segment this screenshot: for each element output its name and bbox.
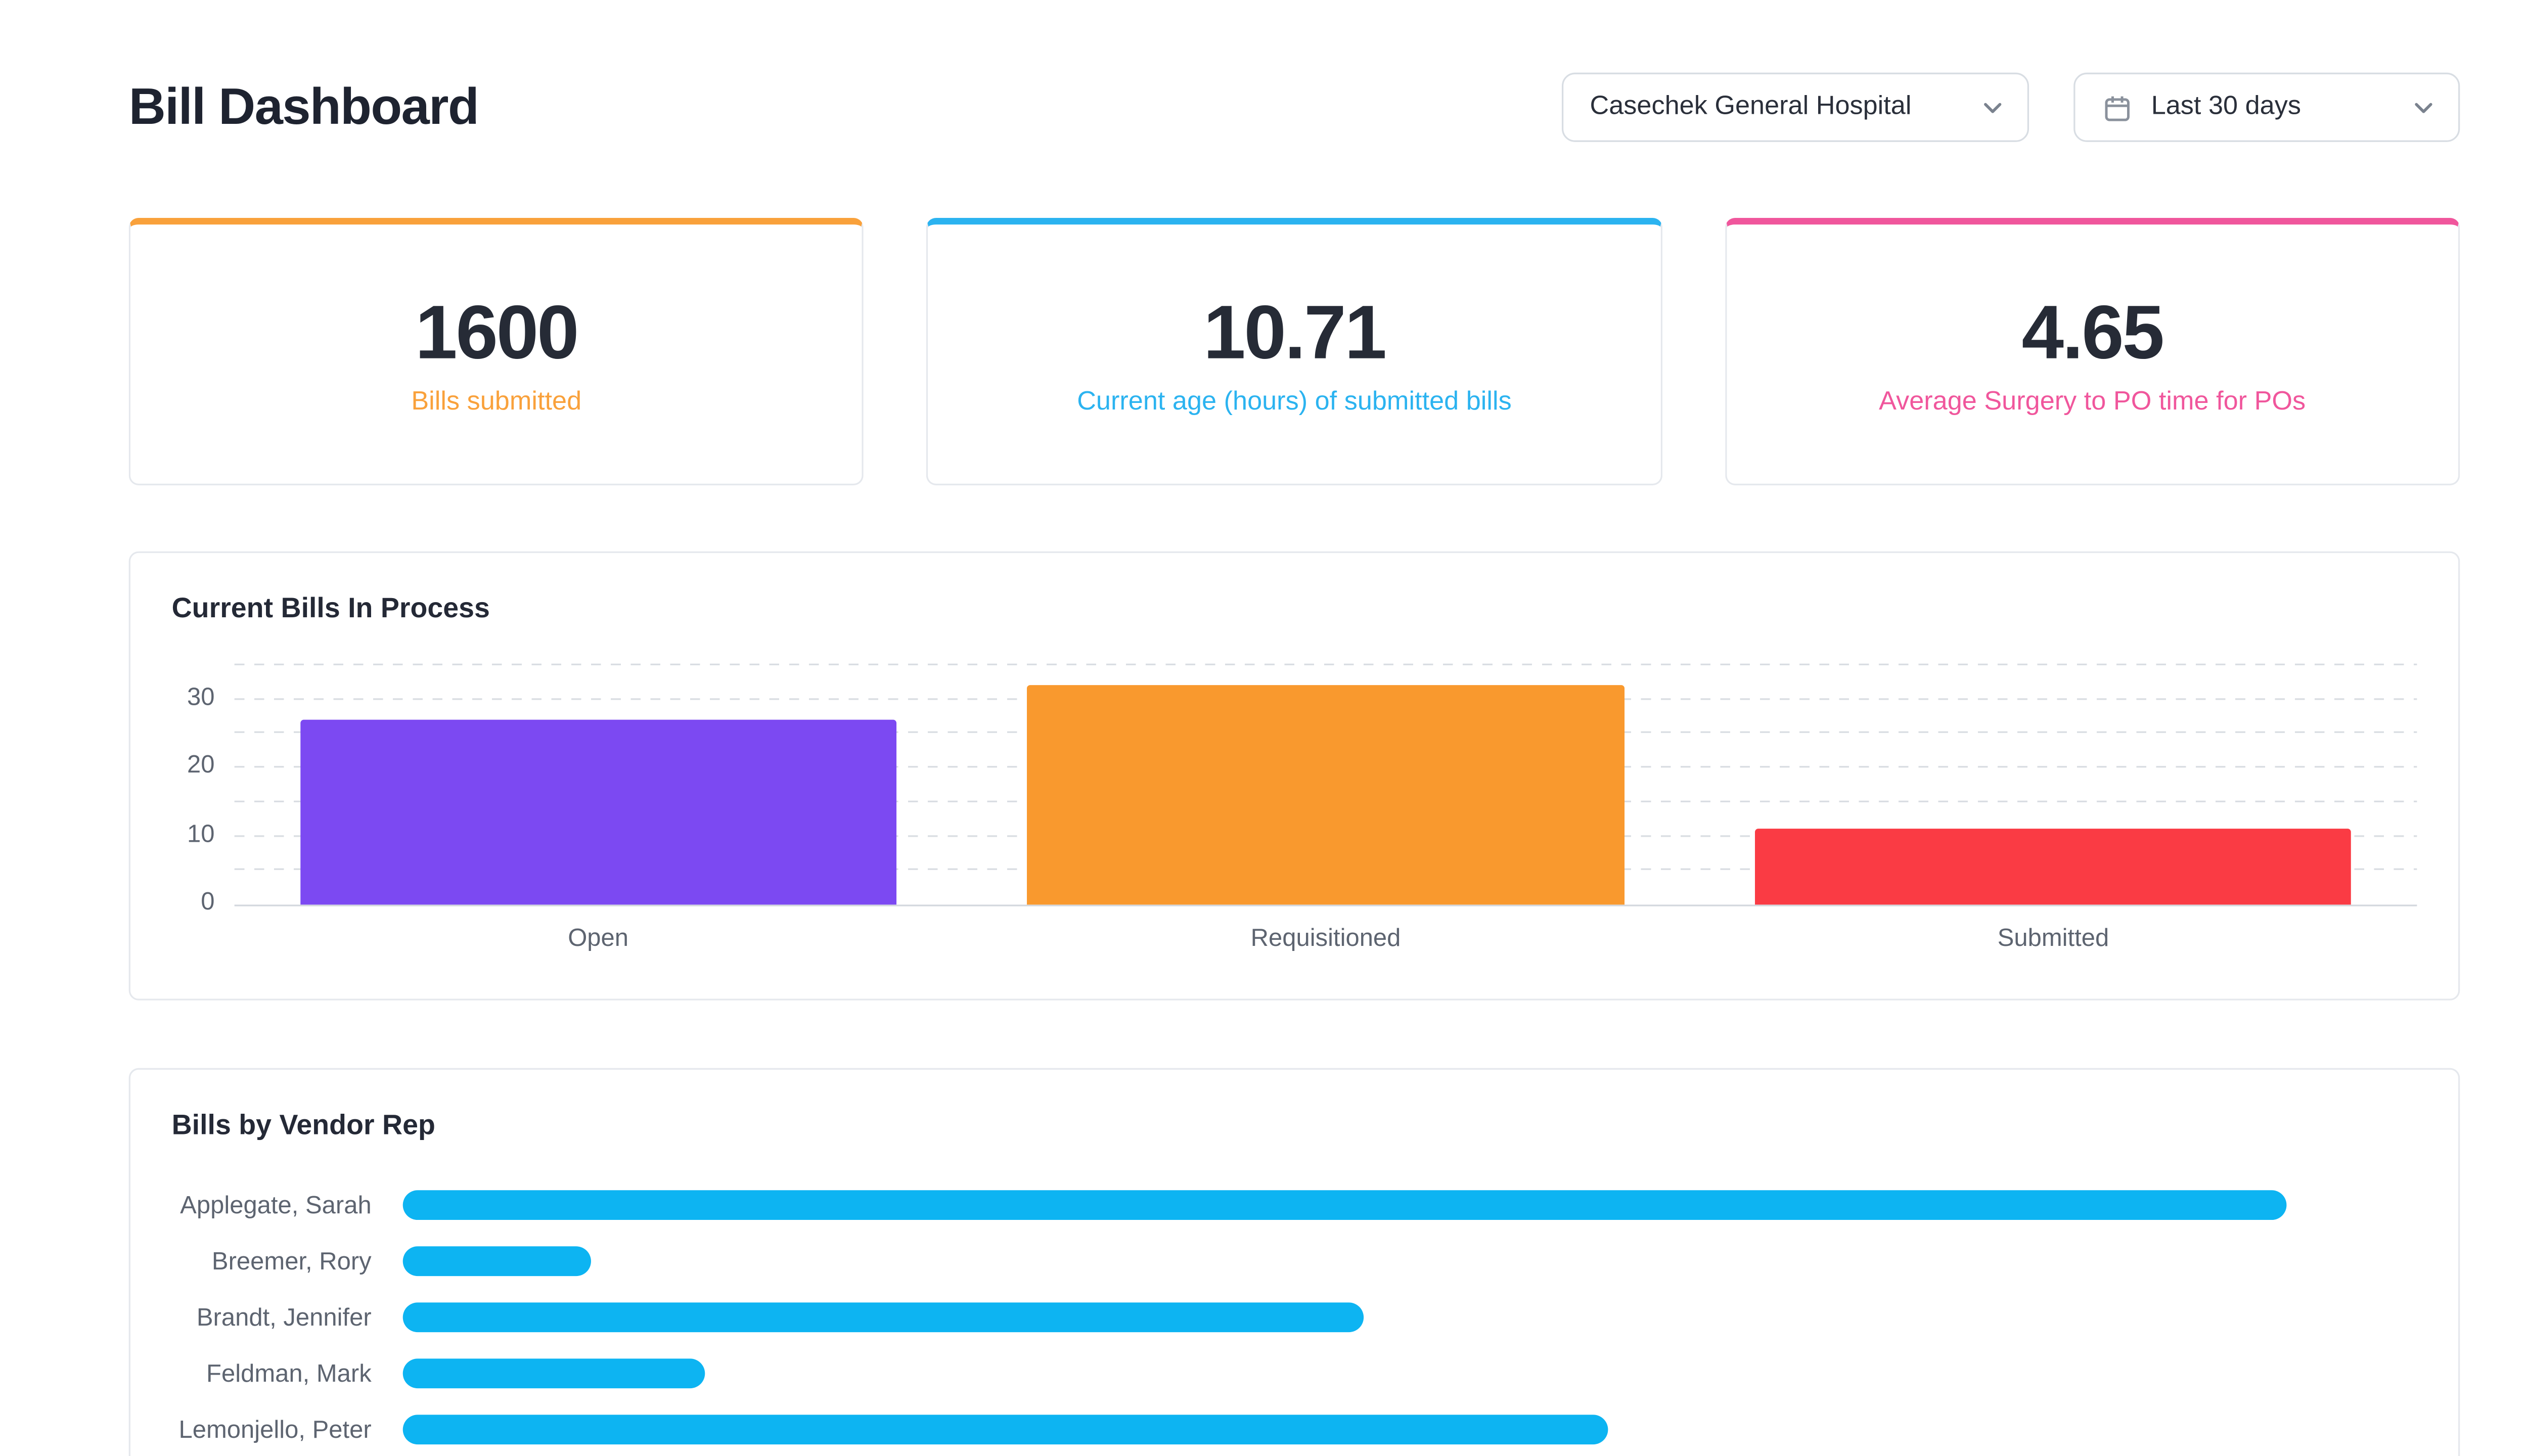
kpi-card: 10.71 Current age (hours) of submitted b… <box>926 218 1662 485</box>
bar-group <box>235 665 962 905</box>
vendor-label: Feldman, Mark <box>206 1359 372 1388</box>
y-axis: 0 10 20 30 <box>172 665 235 916</box>
vendor-bar <box>402 1302 1364 1333</box>
bar-open <box>300 720 897 905</box>
bar-group <box>1690 665 2417 905</box>
kpi-row: 1600 Bills submitted 10.71 Current age (… <box>128 218 2460 485</box>
chart-title: Bills by Vendor Rep <box>171 1109 435 1141</box>
header-controls: Casechek General Hospital Last 30 days <box>1561 72 2460 142</box>
y-tick-label: 20 <box>187 751 215 780</box>
bar-track <box>402 1358 2417 1389</box>
bar-requisitioned <box>1027 686 1624 905</box>
x-category-label: Open <box>568 924 629 953</box>
kpi-card: 1600 Bills submitted <box>128 218 864 485</box>
kpi-value: 4.65 <box>2021 288 2165 375</box>
hospital-select[interactable]: Casechek General Hospital <box>1561 72 2029 142</box>
vendor-label: Lemonjello, Peter <box>178 1416 372 1444</box>
chevron-down-icon <box>1981 96 2004 119</box>
bar-track <box>402 1246 2417 1277</box>
gridline <box>234 663 2417 665</box>
date-range-select-value: Last 30 days <box>2151 92 2301 121</box>
page-title: Bill Dashboard <box>128 77 479 135</box>
vendor-row: Breemer, Rory <box>172 1246 2417 1277</box>
vendor-row: Brandt, Jennifer <box>172 1302 2417 1333</box>
hospital-select-value: Casechek General Hospital <box>1590 92 1912 121</box>
plot-area <box>234 663 2417 906</box>
kpi-label: Average Surgery to PO time for POs <box>1879 388 2306 417</box>
y-tick-label: 10 <box>187 820 215 848</box>
x-axis-labels: Open Requisitioned Submitted <box>235 925 2417 953</box>
chart-title: Current Bills In Process <box>171 593 490 624</box>
calendar-icon <box>2102 92 2133 123</box>
date-range-select[interactable]: Last 30 days <box>2073 72 2460 142</box>
vendor-bar <box>402 1415 1608 1445</box>
vendor-row: Lemonjello, Peter <box>172 1415 2417 1445</box>
vendor-label: Breemer, Rory <box>211 1247 372 1276</box>
vendor-bar <box>402 1246 592 1277</box>
vendor-row: Applegate, Sarah <box>172 1190 2417 1220</box>
bar-track <box>402 1302 2417 1333</box>
kpi-value: 1600 <box>415 288 579 375</box>
bar-chart: 0 10 20 30 Open Requisitioned Submitted <box>172 663 2417 953</box>
chevron-down-icon <box>2412 96 2435 119</box>
vendor-bar <box>402 1358 704 1389</box>
vendor-label: Applegate, Sarah <box>180 1191 372 1219</box>
plot-column: Open Requisitioned Submitted <box>234 663 2417 953</box>
kpi-card: 4.65 Average Surgery to PO time for POs <box>1725 218 2460 485</box>
horizontal-bar-chart: Applegate, Sarah Breemer, Rory Brandt, Jen… <box>172 1190 2417 1445</box>
bar-group <box>962 665 1690 905</box>
kpi-value: 10.71 <box>1203 288 1387 375</box>
x-category-label: Submitted <box>1997 924 2109 953</box>
bills-by-vendor-rep-card: Bills by Vendor Rep Applegate, Sarah Bree… <box>128 1068 2460 1456</box>
vendor-label: Brandt, Jennifer <box>196 1303 372 1332</box>
bar-track <box>402 1415 2417 1445</box>
vendor-row: Feldman, Mark <box>172 1358 2417 1389</box>
y-tick-label: 0 <box>201 888 215 917</box>
vendor-bar <box>402 1190 2286 1220</box>
bar-submitted <box>1755 829 2352 905</box>
header: Bill Dashboard Casechek General Hospital… <box>128 72 2460 142</box>
bars-layer <box>235 665 2417 905</box>
x-category-label: Requisitioned <box>1250 924 1401 953</box>
kpi-label: Bills submitted <box>411 388 582 417</box>
current-bills-in-process-card: Current Bills In Process 0 10 20 30 Open Req… <box>128 551 2460 1000</box>
y-tick-label: 30 <box>187 682 215 711</box>
bar-track <box>402 1190 2417 1220</box>
kpi-label: Current age (hours) of submitted bills <box>1077 388 1512 417</box>
